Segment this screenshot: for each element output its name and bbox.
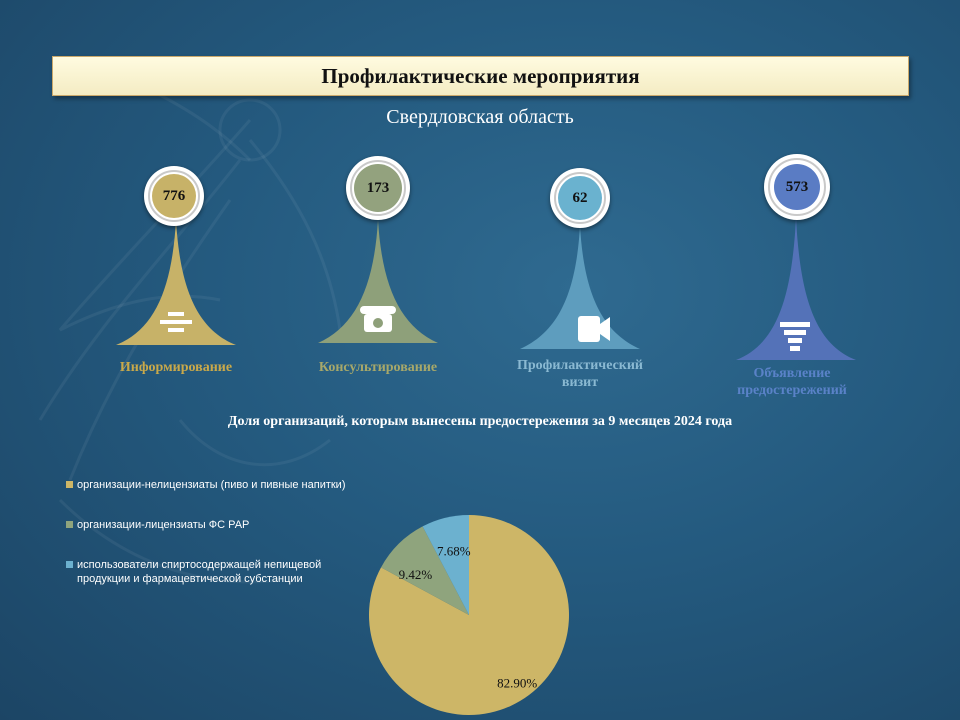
filter-icon (780, 322, 810, 351)
legend-swatch (66, 481, 73, 488)
metric-warnings: 573 Объявление предостережений (734, 154, 858, 404)
metric-value: 573 (774, 164, 820, 210)
slice-label: 7.68% (437, 544, 471, 559)
slice-label: 9.42% (399, 567, 433, 582)
page-title: Профилактические мероприятия (52, 56, 909, 96)
metric-label: Объявление предостережений (737, 366, 847, 398)
legend-swatch (66, 521, 73, 528)
metric-value: 173 (354, 164, 402, 212)
legend-swatch (66, 561, 73, 568)
pie-chart: 82.90% 9.42% 7.68% (369, 515, 569, 715)
pie-slice (381, 526, 469, 615)
cone-shape (116, 220, 236, 345)
slice-label: 82.90% (497, 675, 537, 690)
metric-consulting: 173 Консультирование (316, 156, 440, 386)
metric-value: 776 (152, 174, 196, 218)
metric-label: Профилактический визит (517, 358, 643, 390)
chart-title: Доля организаций, которым вынесены предо… (227, 414, 733, 429)
cone-shape (520, 226, 640, 349)
cone-shape (736, 218, 856, 360)
cone-shape (318, 220, 438, 343)
list-lines-icon (160, 312, 192, 332)
pie-slice (422, 515, 469, 615)
metric-label: Информирование (119, 360, 233, 375)
region-subtitle: Свердловская область (386, 106, 574, 128)
metric-label: Консультирование (318, 360, 438, 375)
legend-label: организации-нелицензиаты (пиво и пивные … (77, 479, 346, 491)
legend-label: организации-лицензиаты ФС РАР (77, 519, 250, 531)
metric-value: 62 (558, 176, 602, 220)
telephone-icon (360, 306, 396, 332)
metric-informing: 776 Информирование (114, 160, 238, 390)
video-camera-icon (578, 316, 610, 342)
metric-visit: 62 Профилактический визит (517, 164, 643, 394)
legend-label: использователи спиртосодержащей непищево… (77, 559, 322, 585)
